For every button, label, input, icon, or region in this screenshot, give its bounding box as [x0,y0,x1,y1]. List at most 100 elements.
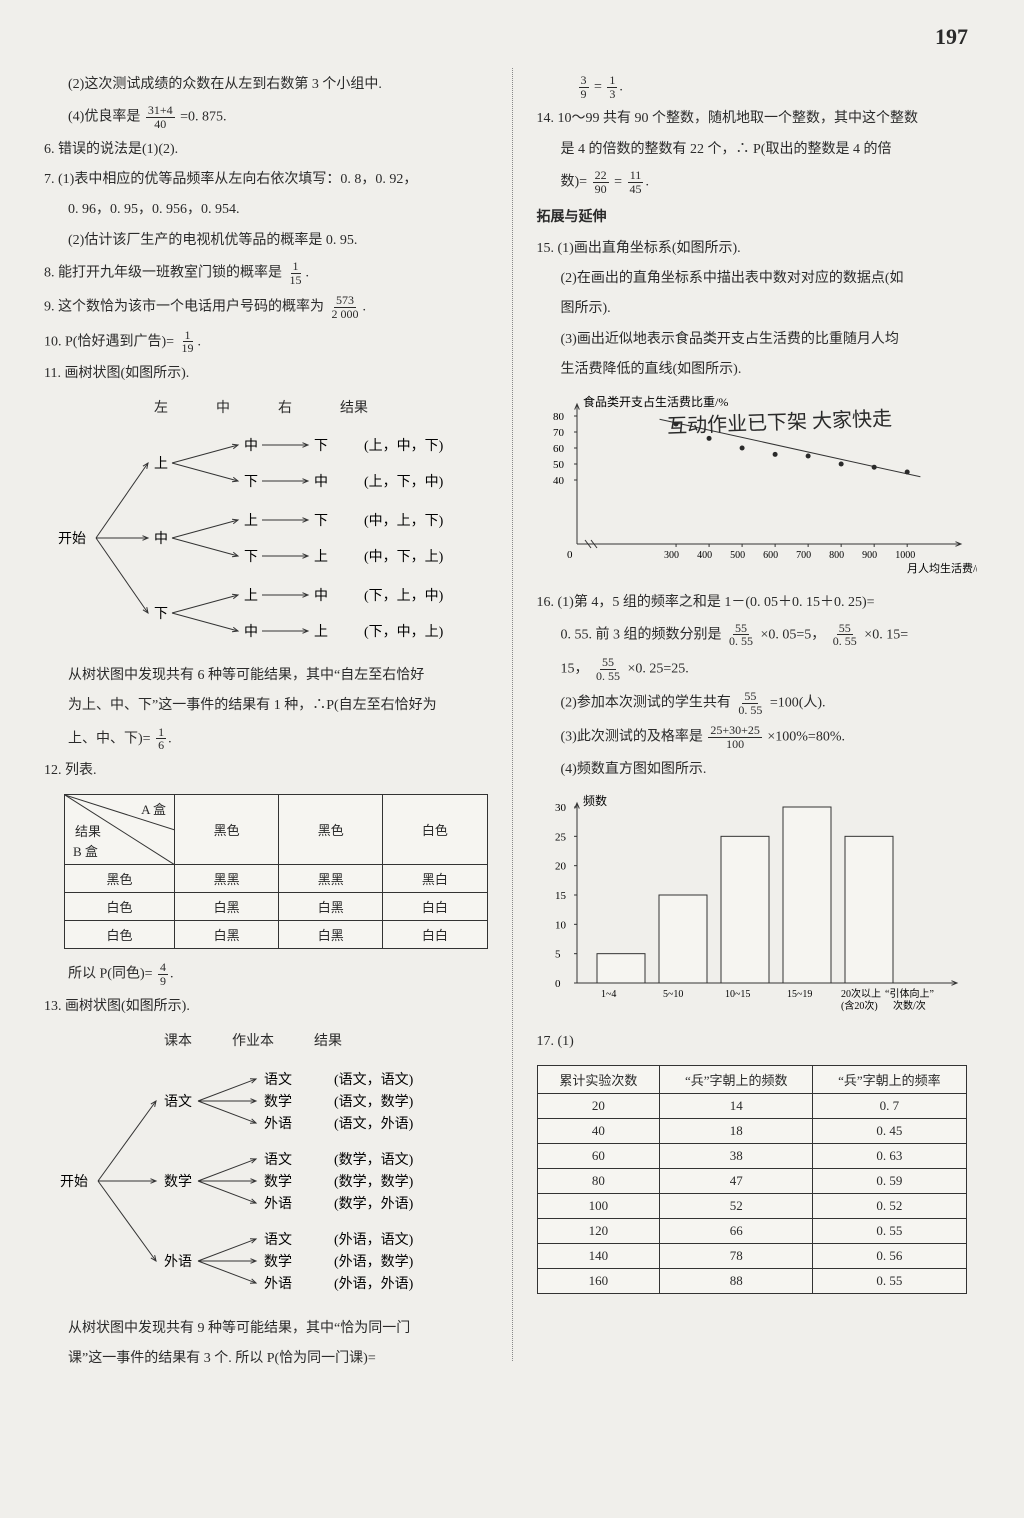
t: 15， [561,661,589,676]
svg-text:(语文，数学): (语文，数学) [334,1094,414,1110]
fraction: 49 [158,961,168,987]
svg-text:数学: 数学 [264,1094,292,1110]
text: 为上、中、下”这一事件的结果有 1 种，∴P(自左至右恰好为 [44,695,488,717]
svg-text:(语文，语文): (语文，语文) [334,1072,414,1088]
t: (2)参加本次测试的学生共有 [561,696,731,711]
h: 结果 [314,1030,342,1050]
text: 13. 画树状图(如图所示). [44,996,488,1018]
h: 右 [278,397,292,417]
svg-text:上: 上 [314,549,328,565]
svg-text:(外语，数学): (外语，数学) [334,1254,414,1270]
t: 所以 P(同色)= [68,967,153,982]
text: 8. 能打开九年级一班教室门锁的概率是 115. [44,260,488,286]
page-number: 197 [935,24,968,50]
svg-text:40: 40 [553,475,565,487]
svg-text:外语: 外语 [264,1276,292,1292]
svg-text:900: 900 [862,550,877,561]
svg-text:1~4: 1~4 [601,989,616,1000]
text: 9. 这个数恰为该市一个电话用户号码的概率为 5732 000. [44,294,488,320]
text: 是 4 的倍数的整数有 22 个，∴ P(取出的整数是 4 的倍 [537,139,981,161]
text: (2)这次测试成绩的众数在从左到右数第 3 个小组中. [44,74,488,96]
fraction: 13 [607,74,617,100]
text: 11. 画树状图(如图所示). [44,363,488,385]
t: 0. 55. 前 3 组的频数分别是 [561,627,722,642]
left-column: (2)这次测试成绩的众数在从左到右数第 3 个小组中. (4)优良率是 31+4… [44,74,488,1371]
text: 0. 55. 前 3 组的频数分别是 550. 55 ×0. 05=5， 550… [537,622,981,648]
t: 8. 能打开九年级一班教室门锁的概率是 [44,265,282,280]
svg-text:80: 80 [553,411,565,423]
svg-text:开始: 开始 [60,1174,88,1190]
svg-text:下: 下 [244,550,258,565]
svg-text:中: 中 [154,531,168,547]
text: 16. (1)第 4，5 组的频率之和是 1－(0. 05＋0. 15＋0. 2… [537,592,981,614]
t: 10. P(恰好遇到广告)= [44,334,174,349]
svg-text:(外语，外语): (外语，外语) [334,1276,414,1292]
t: ×0. 05=5， [761,627,826,642]
svg-text:600: 600 [763,550,778,561]
svg-text:10: 10 [555,919,567,931]
svg-text:下: 下 [244,475,258,490]
tree-headers: 课本 作业本 结果 [44,1030,488,1050]
t: 数)= [561,174,588,189]
svg-text:20: 20 [555,861,567,873]
svg-text:中: 中 [314,474,328,490]
text: (2)估计该厂生产的电视机优等品的概率是 0. 95. [44,230,488,252]
svg-text:(下，上，中): (下，上，中) [364,588,444,604]
page: 197 (2)这次测试成绩的众数在从左到右数第 3 个小组中. (4)优良率是 … [0,0,1024,1391]
text: 数)= 2290 = 1145. [537,169,981,195]
svg-text:中: 中 [244,624,258,640]
svg-text:语文: 语文 [264,1152,292,1168]
text: (3)此次测试的及格率是 25+30+25100 ×100%=80%. [537,724,981,750]
svg-text:10~15: 10~15 [725,989,750,1000]
tree-diagram-13: 课本 作业本 结果 开始语文数学外语语文(语文，语文)数学(语文，数学)外语(语… [44,1030,488,1306]
svg-text:食品类开支占生活费比重/%: 食品类开支占生活费比重/% [583,394,728,409]
fraction: 550. 55 [727,622,755,648]
text: 所以 P(同色)= 49. [44,961,488,987]
table-17: 累计实验次数“兵”字朝上的频数“兵”字朝上的频率20140. 740180. 4… [537,1065,967,1294]
bar-chart: 频数0510152025301~45~1010~1515~1920次以上(含20… [537,793,977,1023]
table-12: A 盒结果B 盒黑色黑色白色黑色黑黑黑黑黑白白色白黑白黑白白白色白黑白黑白白 [64,794,488,949]
fraction: 1145 [627,169,643,195]
fraction: 119 [180,329,196,355]
svg-text:(含20次): (含20次) [841,999,878,1012]
svg-text:0: 0 [567,549,573,561]
h: 结果 [340,397,368,417]
svg-text:频数: 频数 [583,793,607,808]
t: ×0. 15= [864,627,908,642]
svg-text:15~19: 15~19 [787,989,812,1000]
svg-text:(数学，数学): (数学，数学) [334,1174,414,1190]
t: 9. 这个数恰为该市一个电话用户号码的概率为 [44,300,324,315]
svg-text:(下，中，上): (下，中，上) [364,624,444,640]
svg-text:700: 700 [796,550,811,561]
fraction: 16 [156,726,166,752]
text: 15. (1)画出直角坐标系(如图所示). [537,238,981,260]
fraction: 550. 55 [831,622,859,648]
svg-text:语文: 语文 [264,1072,292,1088]
column-separator [512,68,513,1361]
text: 14. 10～99 共有 90 个整数，随机地取一个整数，其中这个整数 [537,108,981,130]
t: =0. 875. [180,110,226,125]
svg-text:“引体向上”: “引体向上” [885,987,934,1000]
svg-text:1000: 1000 [895,550,915,561]
svg-text:数学: 数学 [164,1174,192,1190]
svg-text:中: 中 [314,588,328,604]
svg-text:800: 800 [829,550,844,561]
t: =100(人). [770,696,826,711]
text: 12. 列表. [44,760,488,782]
text: 15， 550. 55 ×0. 25=25. [537,656,981,682]
svg-text:上: 上 [314,624,328,640]
tree-diagram-11: 左 中 右 结果 开始上中下中下(上，中，下)下中(上，下，中)上下(中，上，下… [44,397,488,653]
text: 从树状图中发现共有 9 种等可能结果，其中“恰为同一门 [44,1318,488,1340]
text: 6. 错误的说法是(1)(2). [44,139,488,161]
svg-text:(数学，外语): (数学，外语) [334,1196,414,1212]
t: 上、中、下)= [68,731,151,746]
svg-text:(语文，外语): (语文，外语) [334,1116,414,1132]
fraction: 39 [579,74,589,100]
text: 0. 96，0. 95，0. 956，0. 954. [44,199,488,221]
scatter-chart: 食品类开支占生活费比重/%405060708003004005006007008… [537,394,977,584]
svg-text:50: 50 [553,459,565,471]
text: 从树状图中发现共有 6 种等可能结果，其中“自左至右恰好 [44,665,488,687]
svg-text:语文: 语文 [164,1094,192,1110]
h: 左 [154,397,168,417]
h: 中 [216,397,230,417]
